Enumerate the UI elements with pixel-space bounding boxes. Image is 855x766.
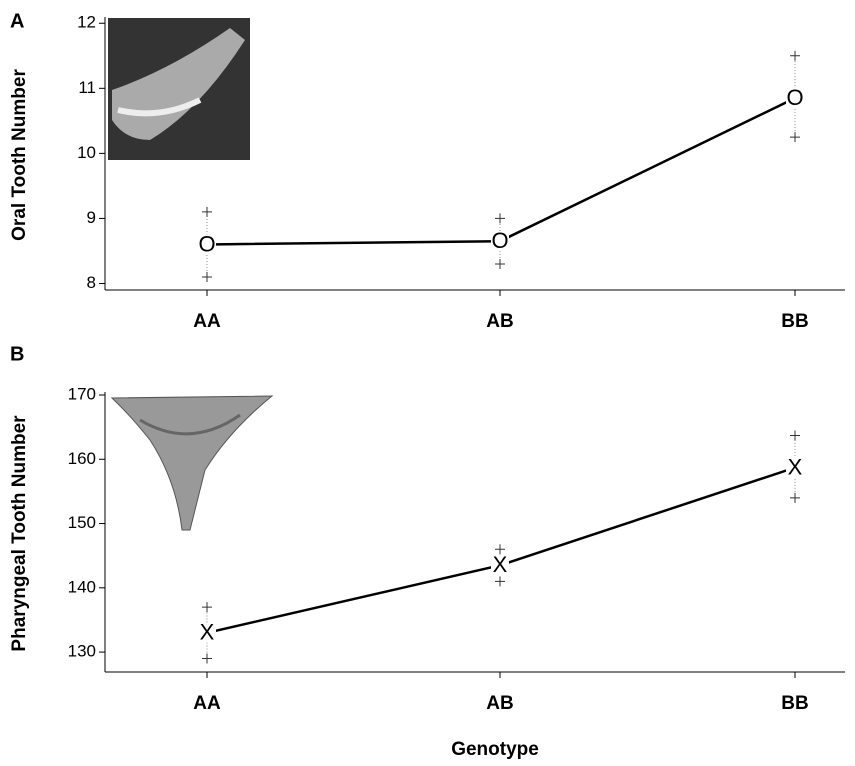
marker-bg [491, 555, 509, 576]
point-marker: O [198, 231, 215, 256]
y-tick-label: 9 [87, 208, 96, 227]
range-cross [790, 50, 800, 61]
y-tick-label: 150 [68, 513, 96, 532]
marker-bg [491, 231, 509, 252]
point-marker: O [491, 228, 508, 253]
marker-bg [786, 88, 804, 109]
point-marker: X [493, 552, 508, 577]
pharyngeal-jaw-photo [110, 395, 274, 531]
range-cross [495, 544, 505, 555]
y-tick-label: 170 [68, 384, 96, 403]
series-line [206, 466, 796, 635]
range-cross [495, 258, 505, 269]
y-tick-label: 160 [68, 449, 96, 468]
range-cross [790, 132, 800, 143]
marker-bg [198, 234, 216, 255]
range-cross [202, 206, 212, 217]
point-marker: X [788, 454, 803, 479]
x-axis-label: Genotype [451, 739, 539, 760]
range-cross [495, 576, 505, 587]
marker-bg [786, 457, 804, 478]
y-tick-label: 140 [68, 577, 96, 596]
range-cross [495, 213, 505, 224]
range-cross [202, 271, 212, 282]
x-tick-label: AB [486, 311, 513, 332]
y-tick-label: 12 [77, 13, 96, 32]
marker-bg [198, 622, 216, 643]
y-tick-label: 8 [87, 273, 96, 292]
point-marker: O [786, 85, 803, 110]
range-cross [202, 602, 212, 613]
y-tick-label: 11 [78, 78, 96, 97]
range-cross [202, 653, 212, 664]
y-axis-label: Pharyngeal Tooth Number [9, 415, 30, 652]
x-tick-label: BB [781, 693, 808, 714]
x-tick-label: BB [781, 311, 808, 332]
series-line [206, 96, 796, 246]
y-axis-label: Oral Tooth Number [9, 69, 30, 241]
oral-jaw-photo [108, 18, 250, 160]
range-cross [790, 430, 800, 441]
panel-label: A [10, 10, 24, 32]
x-tick-label: AB [486, 693, 513, 714]
panel-label: B [10, 343, 24, 365]
y-tick-label: 10 [77, 143, 96, 162]
point-marker: X [200, 620, 215, 645]
range-cross [790, 492, 800, 503]
x-tick-label: AA [193, 311, 221, 332]
y-tick-label: 130 [68, 642, 96, 661]
x-tick-label: AA [193, 693, 221, 714]
